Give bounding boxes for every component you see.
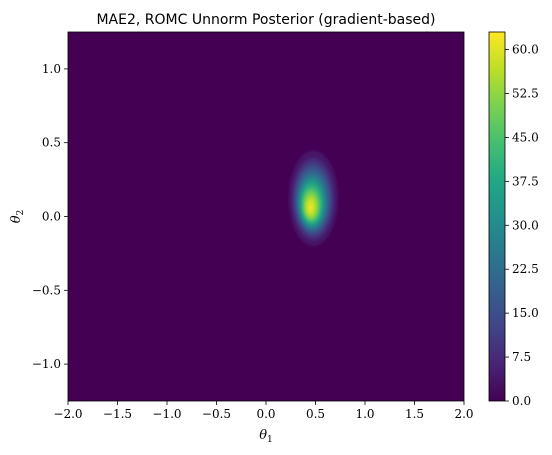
x-tick-label: −1.0 — [152, 407, 181, 421]
y-tick-label: −1.0 — [32, 357, 61, 371]
x-tick-label: −0.5 — [202, 407, 231, 421]
x-axis-label: θ1 — [259, 428, 273, 445]
y-tick-label: 1.0 — [42, 62, 61, 76]
x-tick-label: 1.0 — [355, 407, 374, 421]
x-tick-label: 0.5 — [306, 407, 325, 421]
x-axis-ticks: −2.0 −1.5 −1.0 −0.5 0.0 0.5 1.0 1.5 2.0 — [53, 401, 474, 421]
x-tick-label: 2.0 — [454, 407, 473, 421]
colorbar-tick-label: 0.0 — [512, 394, 531, 408]
colorbar-tick-label: 60.0 — [512, 43, 539, 57]
y-axis-label-subscript: 2 — [16, 210, 26, 216]
colorbar-ticks: 0.0 7.5 15.0 22.5 30.0 37.5 45.0 52.5 60.0 — [505, 43, 539, 408]
colorbar-tick-label: 22.5 — [512, 262, 539, 276]
y-tick-label: 0.0 — [42, 210, 61, 224]
chart-title: MAE2, ROMC Unnorm Posterior (gradient-ba… — [96, 12, 435, 28]
colorbar-tick-label: 52.5 — [512, 87, 539, 101]
x-tick-label: 0.0 — [256, 407, 275, 421]
colorbar-tick-label: 37.5 — [512, 174, 539, 188]
y-axis-ticks: −1.0 −0.5 0.0 0.5 1.0 — [32, 62, 68, 371]
colorbar — [488, 31, 506, 402]
contour-fill-group — [288, 150, 338, 246]
y-axis-label: θ2 — [9, 210, 26, 224]
x-tick-label: −1.5 — [103, 407, 132, 421]
contour-level — [309, 205, 313, 210]
y-tick-label: 0.5 — [42, 136, 61, 150]
y-tick-label: −0.5 — [32, 283, 61, 297]
x-tick-label: −2.0 — [53, 407, 82, 421]
colorbar-tick-label: 15.0 — [512, 306, 539, 320]
plot-background — [68, 32, 464, 401]
colorbar-tick-label: 45.0 — [512, 130, 539, 144]
x-tick-label: 1.5 — [405, 407, 424, 421]
colorbar-tick-label: 30.0 — [512, 218, 539, 232]
colorbar-tick-label: 7.5 — [512, 350, 531, 364]
x-axis-label-subscript: 1 — [267, 435, 273, 445]
